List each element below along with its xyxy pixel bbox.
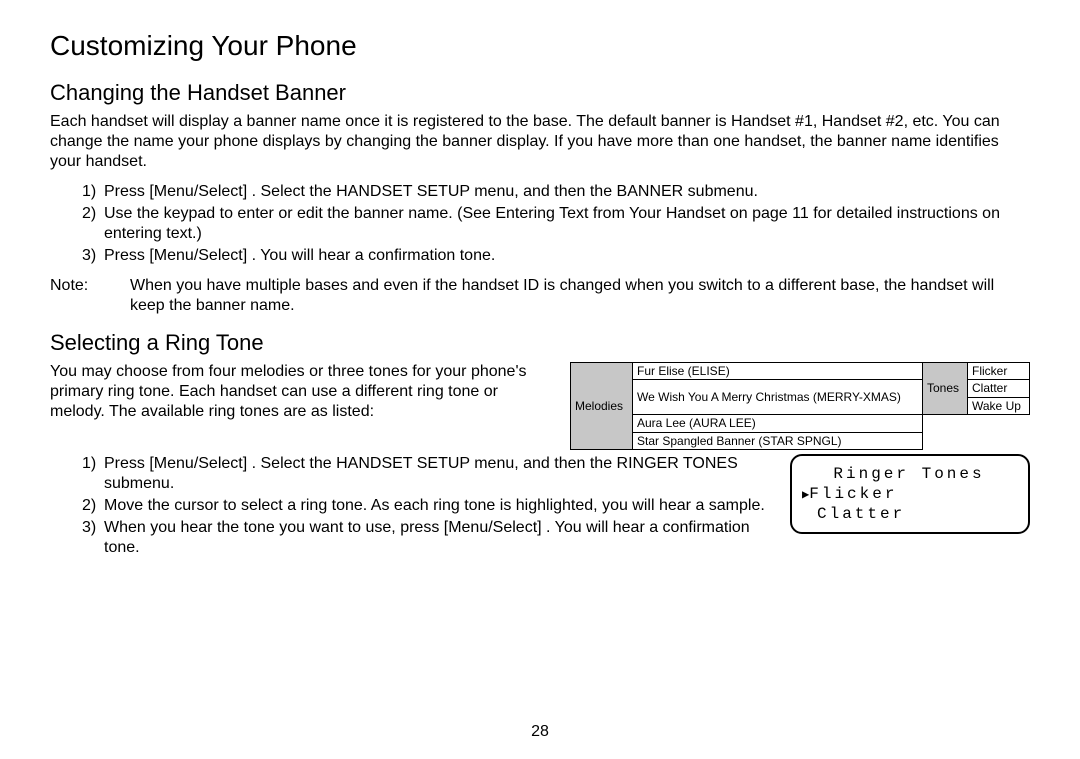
melody-cell: Aura Lee (AURA LEE) xyxy=(633,415,923,432)
lcd-line-option: Clatter xyxy=(802,504,1016,524)
step-text: Press [Menu/Select] . You will hear a co… xyxy=(104,246,1030,266)
melody-cell: Fur Elise (ELISE) xyxy=(633,363,923,380)
page-number: 28 xyxy=(0,723,1080,741)
step-number: 1) xyxy=(82,454,104,494)
page-title: Customizing Your Phone xyxy=(50,30,1030,62)
note-label: Note: xyxy=(50,276,130,316)
step-text: Press [Menu/Select] . Select the HANDSET… xyxy=(104,182,1030,202)
melody-cell: We Wish You A Merry Christmas (MERRY-XMA… xyxy=(633,380,923,415)
step-text: Move the cursor to select a ring tone. A… xyxy=(104,496,770,516)
step-number: 2) xyxy=(82,496,104,516)
step-text: Use the keypad to enter or edit the bann… xyxy=(104,204,1030,244)
banner-steps: 1)Press [Menu/Select] . Select the HANDS… xyxy=(82,182,1030,266)
step-item: 3)Press [Menu/Select] . You will hear a … xyxy=(82,246,1030,266)
tone-cell: Flicker xyxy=(968,363,1030,380)
melody-cell: Star Spangled Banner (STAR SPNGL) xyxy=(633,432,923,449)
step-number: 1) xyxy=(82,182,104,202)
melodies-header: Melodies xyxy=(571,363,633,450)
step-number: 3) xyxy=(82,246,104,266)
section-heading-banner: Changing the Handset Banner xyxy=(50,80,1030,106)
tones-header: Tones xyxy=(923,363,968,415)
step-text: When you hear the tone you want to use, … xyxy=(104,518,770,558)
lcd-line-selected: Flicker xyxy=(802,484,1016,504)
lcd-line-title: Ringer Tones xyxy=(802,464,1016,484)
section-heading-ringtone: Selecting a Ring Tone xyxy=(50,330,1030,356)
ring-tones-table: Melodies Fur Elise (ELISE) Tones Flicker… xyxy=(570,362,1030,450)
step-item: 3)When you hear the tone you want to use… xyxy=(82,518,770,558)
ringtone-steps: 1)Press [Menu/Select] . Select the HANDS… xyxy=(82,454,770,558)
ringtone-paragraph: You may choose from four melodies or thr… xyxy=(50,362,552,422)
step-item: 1)Press [Menu/Select] . Select the HANDS… xyxy=(82,454,770,494)
tone-cell: Wake Up xyxy=(968,397,1030,414)
banner-note: Note: When you have multiple bases and e… xyxy=(50,276,1030,316)
tone-cell: Clatter xyxy=(968,380,1030,397)
step-number: 2) xyxy=(82,204,104,244)
lcd-display: Ringer Tones Flicker Clatter xyxy=(790,454,1030,534)
step-item: 2)Use the keypad to enter or edit the ba… xyxy=(82,204,1030,244)
step-item: 1)Press [Menu/Select] . Select the HANDS… xyxy=(82,182,1030,202)
step-number: 3) xyxy=(82,518,104,558)
banner-paragraph: Each handset will display a banner name … xyxy=(50,112,1030,172)
note-text: When you have multiple bases and even if… xyxy=(130,276,1030,316)
step-text: Press [Menu/Select] . Select the HANDSET… xyxy=(104,454,770,494)
step-item: 2)Move the cursor to select a ring tone.… xyxy=(82,496,770,516)
